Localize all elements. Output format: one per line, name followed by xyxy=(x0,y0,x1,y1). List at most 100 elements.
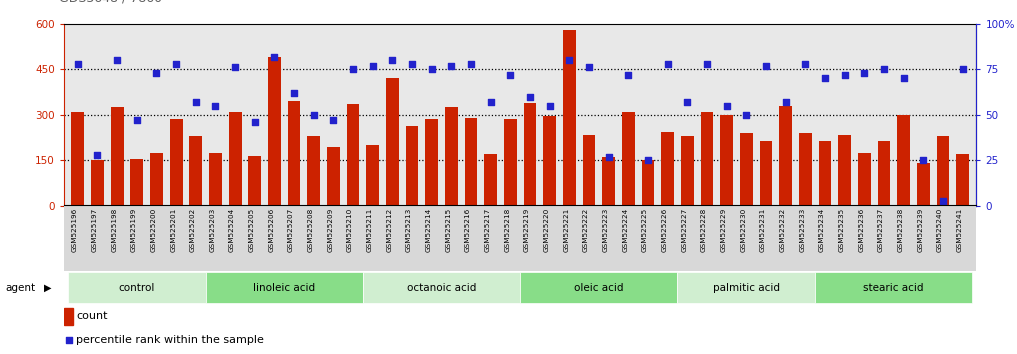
Text: GSM525204: GSM525204 xyxy=(229,208,235,252)
Bar xyxy=(327,147,340,206)
Bar xyxy=(64,308,73,325)
Point xyxy=(148,70,165,76)
Point xyxy=(325,118,342,123)
Text: GSM525231: GSM525231 xyxy=(760,208,766,252)
Point xyxy=(463,61,479,67)
Bar xyxy=(779,106,792,206)
Bar xyxy=(151,153,163,206)
Text: control: control xyxy=(119,282,155,293)
Text: count: count xyxy=(76,312,108,321)
Bar xyxy=(484,154,497,206)
Bar xyxy=(819,141,831,206)
FancyBboxPatch shape xyxy=(68,272,205,303)
Point xyxy=(640,158,656,163)
Bar xyxy=(111,107,123,206)
Point xyxy=(365,63,381,68)
Text: GSM525205: GSM525205 xyxy=(249,208,255,252)
Point xyxy=(502,72,519,78)
Bar xyxy=(583,135,595,206)
Text: GSM525227: GSM525227 xyxy=(681,208,687,252)
Point xyxy=(777,99,793,105)
Text: GSM525237: GSM525237 xyxy=(878,208,884,252)
Point xyxy=(424,67,440,72)
Bar xyxy=(701,112,713,206)
Text: GSM525226: GSM525226 xyxy=(662,208,667,252)
Bar xyxy=(897,115,910,206)
Text: GSM525215: GSM525215 xyxy=(445,208,452,252)
Text: GSM525198: GSM525198 xyxy=(111,208,117,252)
Bar xyxy=(92,160,104,206)
Bar xyxy=(307,136,320,206)
Bar xyxy=(366,145,379,206)
Text: agent: agent xyxy=(5,282,36,293)
Bar xyxy=(288,101,300,206)
Point xyxy=(895,75,911,81)
Point xyxy=(954,67,970,72)
Bar xyxy=(210,153,222,206)
Point xyxy=(306,112,322,118)
Bar xyxy=(229,112,241,206)
Bar xyxy=(740,133,753,206)
Text: palmitic acid: palmitic acid xyxy=(713,282,780,293)
Point xyxy=(620,72,637,78)
Text: GSM525209: GSM525209 xyxy=(327,208,334,252)
Text: GSM525199: GSM525199 xyxy=(131,208,137,252)
Bar xyxy=(268,57,281,206)
Text: percentile rank within the sample: percentile rank within the sample xyxy=(76,335,264,346)
Point xyxy=(227,65,243,70)
Point xyxy=(718,103,734,109)
Text: GSM525221: GSM525221 xyxy=(563,208,570,252)
Bar xyxy=(71,112,84,206)
Point xyxy=(659,61,675,67)
Bar xyxy=(838,135,851,206)
Point xyxy=(483,99,499,105)
Point xyxy=(89,152,106,158)
Point xyxy=(266,54,283,59)
Point xyxy=(384,57,401,63)
Text: GSM525232: GSM525232 xyxy=(780,208,785,252)
Text: ▶: ▶ xyxy=(44,282,51,293)
Point xyxy=(738,112,755,118)
Point xyxy=(109,57,125,63)
Point xyxy=(758,63,774,68)
Text: stearic acid: stearic acid xyxy=(863,282,924,293)
Text: GSM525236: GSM525236 xyxy=(858,208,864,252)
Bar xyxy=(386,78,399,206)
Text: GSM525228: GSM525228 xyxy=(701,208,707,252)
Point xyxy=(797,61,814,67)
Text: GSM525216: GSM525216 xyxy=(465,208,471,252)
Bar xyxy=(445,107,458,206)
Text: GSM525218: GSM525218 xyxy=(504,208,511,252)
Text: GSM525225: GSM525225 xyxy=(642,208,648,252)
Bar xyxy=(681,136,694,206)
Text: GSM525239: GSM525239 xyxy=(917,208,923,252)
Point xyxy=(376,233,393,238)
Text: GSM525214: GSM525214 xyxy=(426,208,432,252)
Text: GSM525222: GSM525222 xyxy=(583,208,589,252)
Point xyxy=(541,103,557,109)
Point xyxy=(207,103,224,109)
Bar xyxy=(425,119,438,206)
Text: GSM525210: GSM525210 xyxy=(347,208,353,252)
Bar xyxy=(720,115,733,206)
Bar xyxy=(504,119,517,206)
Text: GSM525202: GSM525202 xyxy=(190,208,196,252)
Point xyxy=(915,158,932,163)
Text: GSM525208: GSM525208 xyxy=(308,208,314,252)
Text: GSM525213: GSM525213 xyxy=(406,208,412,252)
FancyBboxPatch shape xyxy=(815,272,972,303)
Bar xyxy=(170,119,182,206)
Bar xyxy=(878,141,890,206)
Text: GSM525223: GSM525223 xyxy=(603,208,608,252)
FancyBboxPatch shape xyxy=(205,272,363,303)
Point xyxy=(168,61,184,67)
Text: GSM525217: GSM525217 xyxy=(485,208,491,252)
FancyBboxPatch shape xyxy=(363,272,520,303)
Bar xyxy=(543,116,556,206)
Bar xyxy=(248,156,261,206)
Point xyxy=(70,61,86,67)
Point xyxy=(679,99,696,105)
Point xyxy=(561,57,578,63)
Text: oleic acid: oleic acid xyxy=(574,282,623,293)
Text: GSM525234: GSM525234 xyxy=(819,208,825,252)
